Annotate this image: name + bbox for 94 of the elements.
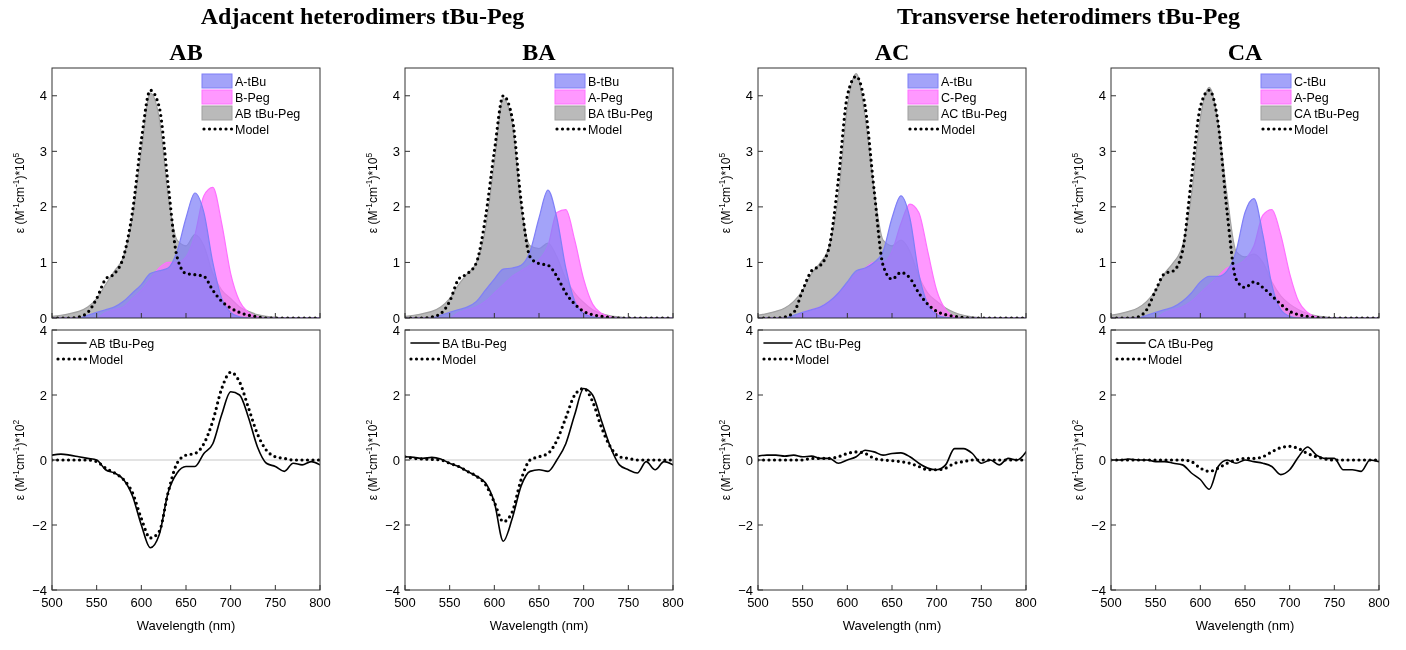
chart-title: AB: [169, 39, 203, 65]
y-tick-label: 2: [39, 387, 47, 403]
legend-label: B-Peg: [235, 91, 270, 105]
x-tick-label: 550: [438, 595, 461, 610]
x-tick-label: 550: [1144, 595, 1167, 610]
x-axis-title: Wavelength (nm): [1195, 618, 1295, 633]
x-tick-label: 500: [41, 595, 63, 610]
y-tick-label: 1: [39, 254, 47, 270]
text: Transverse heterodimers tBu-Peg: [896, 3, 1241, 29]
legend-label: CA tBu-Peg: [1148, 337, 1214, 351]
legend-label: A-Peg: [588, 91, 623, 105]
y-tick-label: 2: [39, 199, 47, 215]
chart-title: AC: [874, 39, 910, 65]
y-tick-label: −4: [32, 582, 47, 598]
legend-label: AC tBu-Peg: [795, 337, 862, 351]
x-tick-label: 550: [791, 595, 814, 610]
legend-label: Model: [442, 353, 477, 367]
x-tick-label: 800: [309, 595, 331, 610]
legend-label: AC tBu-Peg: [941, 107, 1008, 121]
y-tick-label: 2: [392, 387, 400, 403]
x-tick-label: 600: [1189, 595, 1212, 610]
y-tick-label: 2: [745, 387, 753, 403]
y-tick-label: 4: [745, 88, 753, 104]
y-tick-label: 2: [1098, 387, 1106, 403]
legend-label: C-tBu: [1294, 75, 1326, 89]
y-tick-label: 3: [392, 143, 400, 159]
y-tick-label: 0: [392, 452, 400, 468]
y-tick-label: 3: [1098, 143, 1106, 159]
chart-title: CA: [1227, 39, 1263, 65]
x-tick-label: 600: [130, 595, 153, 610]
x-tick-label: 750: [264, 595, 287, 610]
y-tick-label: 0: [39, 452, 47, 468]
x-tick-label: 800: [1368, 595, 1390, 610]
legend-label: A-Peg: [1294, 91, 1329, 105]
y-tick-label: −4: [1091, 582, 1106, 598]
chart-title: BA: [522, 39, 557, 65]
legend-label: Model: [1294, 123, 1329, 137]
y-tick-label: 3: [745, 143, 753, 159]
legend-label: AB tBu-Peg: [89, 337, 155, 351]
y-tick-label: 4: [1098, 88, 1106, 104]
legend-label: B-tBu: [588, 75, 620, 89]
x-tick-label: 700: [219, 595, 242, 610]
x-tick-label: 750: [617, 595, 640, 610]
legend-label: BA tBu-Peg: [588, 107, 653, 121]
x-tick-label: 500: [394, 595, 416, 610]
legend-label: A-tBu: [941, 75, 973, 89]
x-tick-label: 650: [528, 595, 550, 610]
y-tick-label: 2: [1098, 199, 1106, 215]
y-tick-label: 3: [39, 143, 47, 159]
legend-label: A-tBu: [235, 75, 267, 89]
text: Adjacent heterodimers tBu-Peg: [200, 3, 525, 29]
x-tick-label: 600: [483, 595, 506, 610]
x-tick-label: 650: [881, 595, 903, 610]
x-tick-label: 650: [1234, 595, 1256, 610]
x-axis-title: Wavelength (nm): [136, 618, 236, 633]
legend-label: Model: [235, 123, 270, 137]
x-tick-label: 600: [836, 595, 859, 610]
legend-label: Model: [795, 353, 830, 367]
legend-label: Model: [89, 353, 124, 367]
y-tick-label: −2: [1091, 517, 1106, 533]
x-tick-label: 800: [1015, 595, 1037, 610]
x-tick-label: 650: [175, 595, 197, 610]
y-tick-label: 0: [745, 452, 753, 468]
legend-label: Model: [941, 123, 976, 137]
y-tick-label: 1: [745, 254, 753, 270]
y-tick-label: −2: [738, 517, 753, 533]
x-tick-label: 750: [1323, 595, 1346, 610]
x-tick-label: 750: [970, 595, 993, 610]
x-tick-label: 700: [925, 595, 948, 610]
legend-label: Model: [1148, 353, 1183, 367]
y-tick-label: 0: [1098, 452, 1106, 468]
y-tick-label: −4: [738, 582, 753, 598]
x-tick-label: 500: [747, 595, 769, 610]
x-axis-title: Wavelength (nm): [489, 618, 589, 633]
y-tick-label: 1: [392, 254, 400, 270]
y-tick-label: −2: [385, 517, 400, 533]
y-tick-label: −2: [32, 517, 47, 533]
x-tick-label: 550: [85, 595, 108, 610]
x-tick-label: 700: [1278, 595, 1301, 610]
legend-label: Model: [588, 123, 623, 137]
y-tick-label: −4: [385, 582, 400, 598]
x-tick-label: 500: [1100, 595, 1122, 610]
y-tick-label: 2: [745, 199, 753, 215]
legend-label: CA tBu-Peg: [1294, 107, 1360, 121]
y-tick-label: 2: [392, 199, 400, 215]
x-tick-label: 700: [572, 595, 595, 610]
y-tick-label: 4: [39, 88, 47, 104]
legend-label: BA tBu-Peg: [442, 337, 507, 351]
y-tick-label: 1: [1098, 254, 1106, 270]
legend-label: C-Peg: [941, 91, 977, 105]
legend-label: AB tBu-Peg: [235, 107, 301, 121]
x-tick-label: 800: [662, 595, 684, 610]
x-axis-title: Wavelength (nm): [842, 618, 942, 633]
y-tick-label: 4: [392, 88, 400, 104]
